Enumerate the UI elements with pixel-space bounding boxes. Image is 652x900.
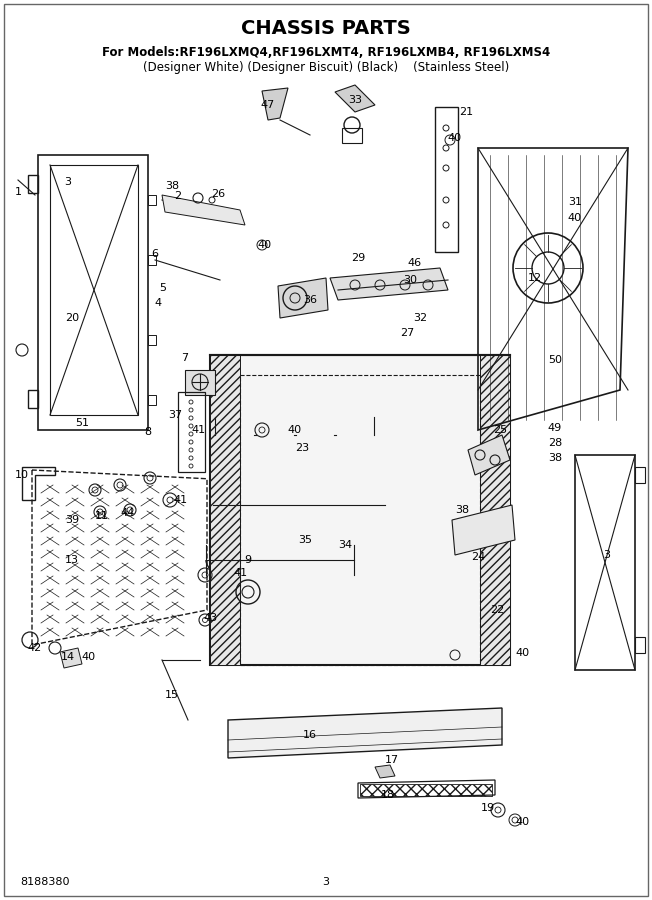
Text: 4: 4 [155,298,162,308]
Text: 40: 40 [515,648,529,658]
Text: CHASSIS PARTS: CHASSIS PARTS [241,19,411,38]
Text: 40: 40 [448,133,462,143]
Text: 3: 3 [65,177,72,187]
Text: 49: 49 [548,423,562,433]
Text: 42: 42 [28,643,42,653]
Text: 34: 34 [338,540,352,550]
Polygon shape [262,88,288,120]
Text: 40: 40 [516,817,530,827]
Text: 18: 18 [381,790,395,800]
Text: 5: 5 [160,283,166,293]
Text: 40: 40 [288,425,302,435]
Polygon shape [375,765,395,778]
Bar [342,128,362,143]
Bar [148,335,156,345]
Text: For Models:RF196LXMQ4,RF196LXMT4, RF196LXMB4, RF196LXMS4: For Models:RF196LXMQ4,RF196LXMT4, RF196L… [102,46,550,58]
Text: 17: 17 [385,755,399,765]
Text: 40: 40 [257,240,271,250]
Text: 46: 46 [408,258,422,268]
Text: 3: 3 [323,877,329,887]
Text: 40: 40 [81,652,95,662]
Polygon shape [162,195,245,225]
Polygon shape [278,278,328,318]
Text: 1: 1 [14,187,22,197]
Text: 8188380: 8188380 [20,877,70,887]
Text: 38: 38 [165,181,179,191]
Bar [148,195,156,205]
Text: 39: 39 [65,515,79,525]
Text: 35: 35 [298,535,312,545]
Text: 43: 43 [203,613,217,623]
Text: 27: 27 [400,328,414,338]
Bar [148,395,156,405]
Bar [148,255,156,265]
Text: 33: 33 [348,95,362,105]
Text: 3: 3 [604,550,610,560]
Polygon shape [185,370,215,395]
Text: 24: 24 [471,552,485,562]
Text: 7: 7 [181,353,188,363]
Bar [28,390,38,408]
Text: 30: 30 [403,275,417,285]
Polygon shape [335,85,375,112]
Text: 19: 19 [481,803,495,813]
Text: 13: 13 [65,555,79,565]
Text: 41: 41 [173,495,187,505]
Text: 28: 28 [548,438,562,448]
Text: 40: 40 [568,213,582,223]
Text: 16: 16 [303,730,317,740]
Text: 38: 38 [455,505,469,515]
Text: 8: 8 [145,427,151,437]
Text: 41: 41 [191,425,205,435]
Text: 41: 41 [233,568,247,578]
Text: 25: 25 [493,425,507,435]
Text: 2: 2 [175,191,181,201]
Text: 14: 14 [61,652,75,662]
Text: (Designer White) (Designer Biscuit) (Black)    (Stainless Steel): (Designer White) (Designer Biscuit) (Bla… [143,61,509,75]
Polygon shape [330,268,448,300]
Bar [360,784,492,796]
Text: 12: 12 [528,273,542,283]
Text: 50: 50 [548,355,562,365]
Bar [240,375,480,665]
Text: 44: 44 [121,508,135,518]
Text: 15: 15 [165,690,179,700]
Text: 20: 20 [65,313,79,323]
Text: 23: 23 [295,443,309,453]
Text: 11: 11 [95,511,109,521]
Text: 38: 38 [548,453,562,463]
Polygon shape [60,648,82,668]
Text: 29: 29 [351,253,365,263]
Text: 47: 47 [261,100,275,110]
Text: 37: 37 [168,410,182,420]
Text: 51: 51 [75,418,89,428]
Text: 26: 26 [211,189,225,199]
Text: 31: 31 [568,197,582,207]
Text: 21: 21 [459,107,473,117]
Bar [210,355,510,665]
Bar [210,355,240,665]
Text: 9: 9 [244,555,252,565]
Text: 22: 22 [490,605,504,615]
Bar [480,355,510,665]
Text: 6: 6 [151,249,158,259]
Text: 10: 10 [15,470,29,480]
Bar [635,637,645,653]
Text: 32: 32 [413,313,427,323]
Bar [635,467,645,483]
Bar [28,175,38,193]
Text: 36: 36 [303,295,317,305]
Polygon shape [228,708,502,758]
Polygon shape [452,505,515,555]
Polygon shape [468,435,510,475]
